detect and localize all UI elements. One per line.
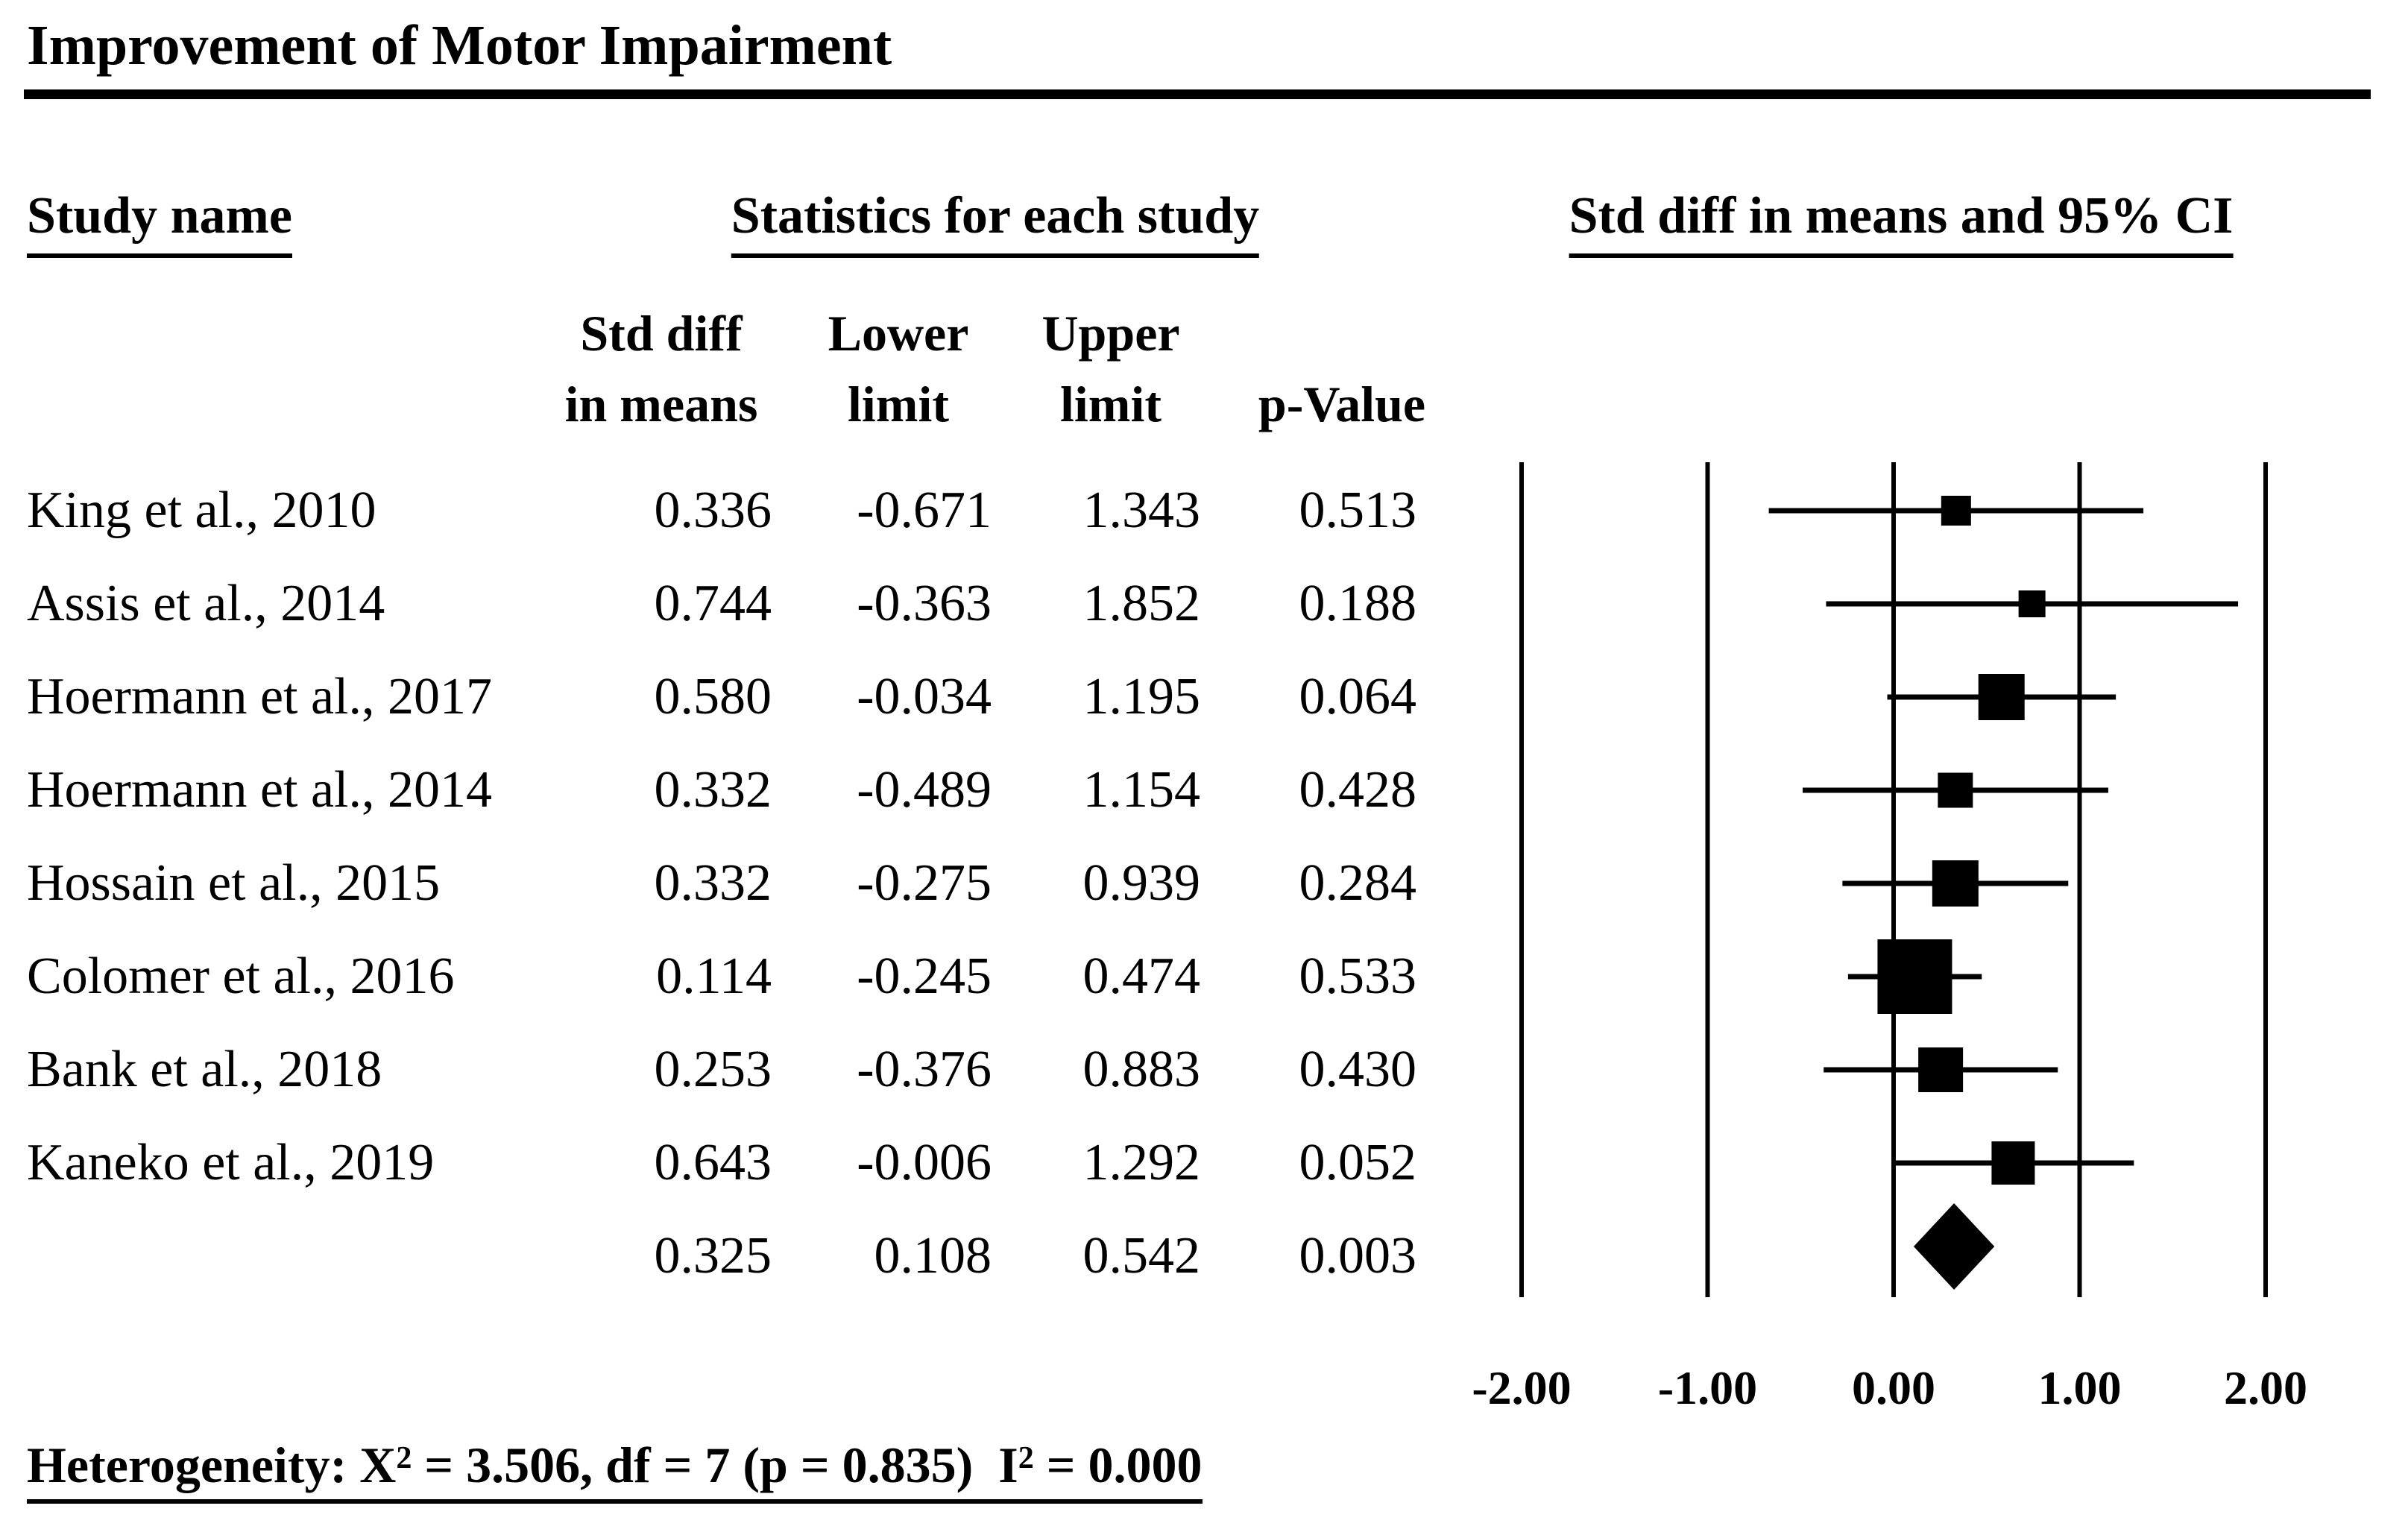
value-cell: 0.188 <box>1299 575 1417 632</box>
heterogeneity-superscript: 2 <box>1018 1440 1034 1475</box>
statistics-header: Statistics for each study <box>731 186 1260 258</box>
table-row: Colomer et al., 2016 0.114 -0.245 0.474 0.53… <box>0 947 2408 1006</box>
value-cell: 0.513 <box>1299 482 1417 539</box>
study-name-cell: Hossain et al., 2015 <box>27 854 441 912</box>
value-cell: 0.284 <box>1299 854 1417 912</box>
value-cell: 0.325 <box>654 1227 772 1285</box>
value-cell: 0.474 <box>1082 948 1201 1005</box>
effect-size-square <box>1918 1047 1964 1092</box>
figure-title: Improvement of Motor Impairment <box>27 14 892 77</box>
table-row: King et al., 2010 0.336 -0.671 1.343 0.513 <box>0 481 2408 540</box>
ci-plot-header: Std diff in means and 95% CI <box>1569 186 2234 258</box>
value-cell: 0.533 <box>1299 948 1417 1005</box>
study-name-header: Study name <box>27 186 292 258</box>
value-cell: 1.195 <box>1082 668 1201 725</box>
value-cell: -0.245 <box>857 948 992 1005</box>
study-name-cell: King et al., 2010 <box>27 482 376 539</box>
study-name-cell: Colomer et al., 2016 <box>27 948 455 1005</box>
effect-size-square <box>2018 590 2046 617</box>
value-cell: 0.643 <box>654 1134 772 1191</box>
stat-subheader: Std diff in means <box>564 305 758 432</box>
overall-row: 0.325 0.108 0.542 0.003 <box>0 1226 2408 1286</box>
value-cell: 0.430 <box>1299 1041 1417 1098</box>
table-row: Bank et al., 2018 0.253 -0.376 0.883 0.430 <box>0 1040 2408 1100</box>
value-cell: 0.003 <box>1299 1227 1417 1285</box>
value-cell: 0.332 <box>654 854 772 912</box>
effect-size-square <box>1941 496 1971 526</box>
value-cell: 0.052 <box>1299 1134 1417 1191</box>
value-cell: 0.064 <box>1299 668 1417 725</box>
value-cell: 0.114 <box>656 948 772 1005</box>
value-cell: 0.883 <box>1082 1041 1201 1098</box>
study-name-cell: Hoermann et al., 2014 <box>27 761 492 819</box>
x-axis-tick-label: -1.00 <box>1657 1361 1758 1414</box>
stat-subheader: Lower limit <box>828 305 969 432</box>
effect-size-square <box>1938 772 1973 808</box>
forest-plot-canvas <box>1519 462 2268 1297</box>
value-cell: 0.332 <box>654 761 772 819</box>
study-name-cell: Bank et al., 2018 <box>27 1041 382 1098</box>
value-cell: -0.006 <box>857 1134 992 1191</box>
value-cell: 0.253 <box>654 1041 772 1098</box>
value-cell: 1.343 <box>1082 482 1201 539</box>
value-cell: 0.542 <box>1082 1227 1201 1285</box>
x-axis-tick-label: 1.00 <box>2037 1361 2122 1414</box>
study-name-cell: Kaneko et al., 2019 <box>27 1134 435 1191</box>
value-cell: -0.363 <box>857 575 992 632</box>
x-axis-tick-label: 0.00 <box>1852 1361 1935 1414</box>
value-cell: 0.580 <box>654 668 772 725</box>
value-cell: 1.154 <box>1082 761 1201 819</box>
value-cell: 0.108 <box>874 1227 992 1285</box>
stat-subheader: Upper limit <box>1041 305 1180 432</box>
table-row: Kaneko et al., 2019 0.643 -0.006 1.292 0.052 <box>0 1133 2408 1193</box>
value-cell: -0.034 <box>857 668 992 725</box>
title-rule <box>24 89 2371 99</box>
table-row: Assis et al., 2014 0.744 -0.363 1.852 0.188 <box>0 574 2408 634</box>
value-cell: 0.939 <box>1082 854 1201 912</box>
x-axis-tick-label: 2.00 <box>2224 1361 2307 1414</box>
table-row: Hoermann et al., 2017 0.580 -0.034 1.195 0.0… <box>0 667 2408 727</box>
heterogeneity-superscript: 2 <box>396 1440 412 1475</box>
value-cell: 0.336 <box>654 482 772 539</box>
effect-size-square <box>1978 674 2025 720</box>
x-axis-tick-label: -2.00 <box>1472 1361 1572 1414</box>
table-row: Hossain et al., 2015 0.332 -0.275 0.939 0.28… <box>0 854 2408 913</box>
heterogeneity-text-part: = 0.000 <box>1033 1436 1203 1493</box>
value-cell: 1.292 <box>1082 1134 1201 1191</box>
heterogeneity-text-part: = 3.506, df = 7 (p = 0.835) I <box>412 1436 1018 1493</box>
heterogeneity-note: Heterogeneity: X2 = 3.506, df = 7 (p = 0… <box>27 1428 1203 1504</box>
value-cell: 0.744 <box>654 575 772 632</box>
table-row: Hoermann et al., 2014 0.332 -0.489 1.154 0.4… <box>0 760 2408 820</box>
effect-size-square <box>1932 860 1979 907</box>
value-cell: -0.275 <box>857 854 992 912</box>
heterogeneity-text-part: Heterogeneity: X <box>27 1436 397 1493</box>
study-name-cell: Assis et al., 2014 <box>27 575 385 632</box>
study-name-cell: Hoermann et al., 2017 <box>27 668 492 725</box>
effect-size-square <box>1991 1141 2035 1185</box>
overall-diamond <box>1913 1203 1995 1290</box>
value-cell: -0.671 <box>857 482 992 539</box>
stat-subheader: p-Value <box>1258 376 1426 432</box>
value-cell: 1.852 <box>1082 575 1201 632</box>
value-cell: -0.489 <box>857 761 992 819</box>
value-cell: -0.376 <box>857 1041 992 1098</box>
value-cell: 0.428 <box>1299 761 1417 819</box>
effect-size-square <box>1877 939 1952 1014</box>
